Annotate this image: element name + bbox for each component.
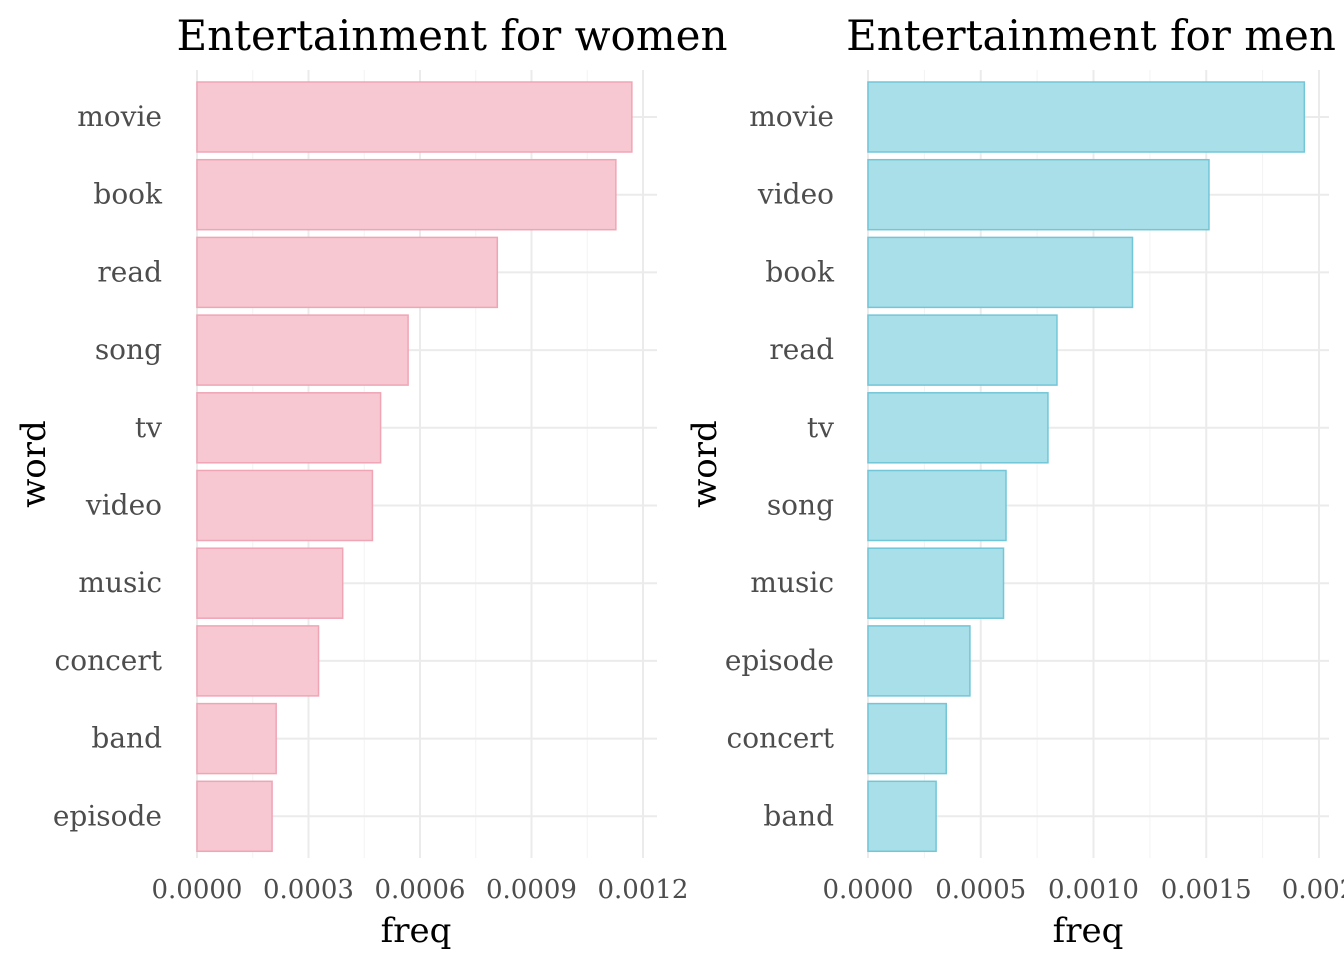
y-tick-label: movie bbox=[749, 100, 834, 133]
y-axis-title: word bbox=[685, 420, 725, 508]
bar-band bbox=[867, 780, 937, 853]
y-tick-label: video bbox=[757, 178, 834, 211]
bar-tv bbox=[867, 392, 1049, 464]
bar-book bbox=[867, 236, 1134, 309]
bar-band bbox=[196, 702, 277, 775]
y-tick-label: episode bbox=[725, 644, 834, 677]
x-tick-label: 0.0005 bbox=[935, 875, 1026, 905]
bar-book bbox=[196, 158, 617, 231]
y-tick-label: song bbox=[767, 489, 834, 522]
y-axis-title: word bbox=[14, 420, 54, 508]
x-tick-label: 0.0010 bbox=[1048, 875, 1139, 905]
bar-concert bbox=[867, 702, 947, 775]
bar-song bbox=[196, 314, 409, 386]
y-tick-label: music bbox=[78, 566, 162, 599]
y-tick-label: book bbox=[765, 255, 835, 288]
bar-video bbox=[867, 158, 1210, 231]
y-tick-label: movie bbox=[77, 100, 162, 133]
bar-movie bbox=[867, 81, 1306, 153]
chart-panel-2: movie video book read tv song music episode conc… bbox=[685, 11, 1344, 951]
y-tick-label: read bbox=[769, 333, 834, 366]
y-tick-label: band bbox=[763, 799, 834, 832]
bar-read bbox=[196, 236, 499, 309]
x-tick-label: 0.0000 bbox=[823, 875, 914, 905]
x-tick-label: 0.0009 bbox=[486, 875, 577, 905]
chart-title: Entertainment for men bbox=[846, 11, 1336, 60]
bar-concert bbox=[196, 625, 320, 697]
y-tick-label: book bbox=[93, 178, 163, 211]
bar-episode bbox=[196, 780, 273, 853]
y-tick-label: music bbox=[750, 566, 834, 599]
x-tick-label: 0.0015 bbox=[1161, 875, 1252, 905]
y-tick-label: tv bbox=[135, 411, 162, 444]
x-tick-label: 0.0012 bbox=[598, 875, 689, 905]
bar-music bbox=[196, 547, 344, 619]
y-tick-label: song bbox=[95, 333, 162, 366]
bar-movie bbox=[196, 81, 633, 153]
y-tick-label: read bbox=[97, 255, 162, 288]
x-axis-title: freq bbox=[381, 911, 452, 951]
bar-music bbox=[867, 547, 1005, 619]
y-tick-label: tv bbox=[807, 411, 834, 444]
y-tick-label: video bbox=[85, 489, 162, 522]
x-tick-label: 0.0006 bbox=[375, 875, 466, 905]
x-tick-label: 0.0000 bbox=[152, 875, 243, 905]
x-tick-label: 0.002 bbox=[1282, 875, 1344, 905]
bar-tv bbox=[196, 392, 382, 464]
bar-read bbox=[867, 314, 1058, 386]
bar-song bbox=[867, 469, 1007, 542]
y-tick-label: concert bbox=[727, 722, 835, 755]
x-tick-label: 0.0003 bbox=[263, 875, 354, 905]
y-tick-label: concert bbox=[55, 644, 163, 677]
y-tick-label: band bbox=[91, 722, 162, 755]
chart-title: Entertainment for women bbox=[176, 11, 727, 60]
bar-episode bbox=[867, 625, 971, 697]
y-tick-label: episode bbox=[53, 799, 162, 832]
x-axis-title: freq bbox=[1053, 911, 1124, 951]
chart-panel-1: movie book read song tv video music concert band… bbox=[14, 11, 728, 951]
bar-video bbox=[196, 469, 374, 542]
